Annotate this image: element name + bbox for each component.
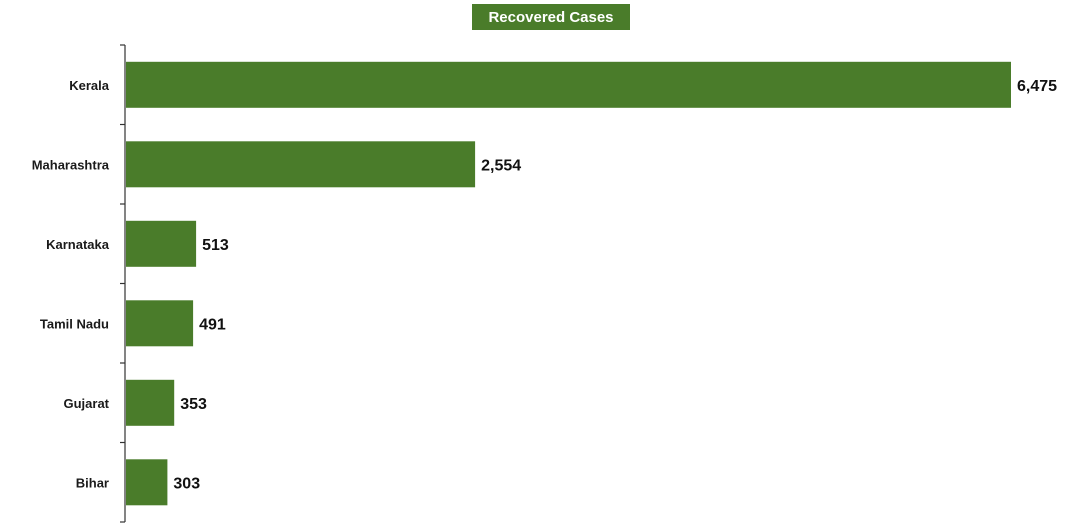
category-label-kerala: Kerala: [69, 78, 110, 93]
bar-tamil-nadu: [126, 300, 194, 347]
bar-bihar: [126, 459, 168, 506]
category-label-gujarat: Gujarat: [63, 396, 109, 411]
category-label-maharashtra: Maharashtra: [32, 157, 110, 172]
bar-gujarat: [126, 379, 175, 426]
category-label-bihar: Bihar: [76, 475, 109, 490]
bar-karnataka: [126, 220, 197, 267]
bar-kerala: [126, 61, 1011, 108]
chart-title: Recovered Cases: [472, 4, 630, 30]
chart-title-text: Recovered Cases: [488, 9, 613, 26]
value-label-bihar: 303: [173, 475, 200, 492]
category-axis: Kerala Maharashtra Karnataka Tamil Nadu Guja…: [32, 44, 126, 523]
value-label-kerala: 6,475: [1017, 78, 1057, 95]
bar-maharashtra: [126, 141, 476, 188]
bars-layer: 6,475 2,554 513 491 353 303: [126, 61, 1057, 506]
value-label-gujarat: 353: [180, 396, 207, 413]
value-label-tamil-nadu: 491: [199, 316, 226, 333]
category-label-karnataka: Karnataka: [46, 237, 110, 252]
value-label-maharashtra: 2,554: [481, 157, 521, 174]
category-label-tamil-nadu: Tamil Nadu: [40, 316, 109, 331]
value-label-karnataka: 513: [202, 237, 229, 254]
chart-title-background: [472, 4, 630, 30]
